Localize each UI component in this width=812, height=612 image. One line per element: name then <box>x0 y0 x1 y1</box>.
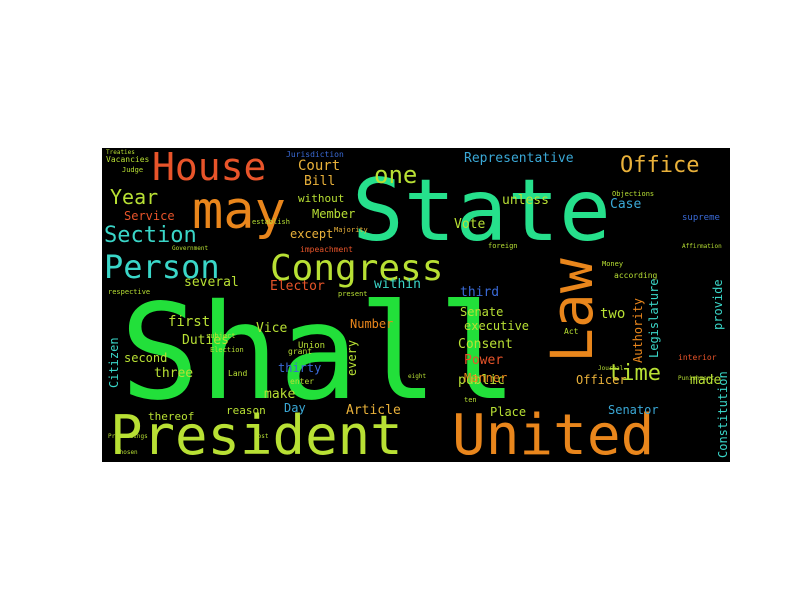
cloud-word-except: except <box>290 227 333 241</box>
cloud-word-first: first <box>168 314 210 330</box>
cloud-word-consent: Consent <box>458 337 513 352</box>
cloud-word-proceedings: Proceedings <box>108 433 148 440</box>
cloud-word-member: Member <box>312 207 355 221</box>
cloud-word-service: Service <box>124 209 175 223</box>
cloud-word-money: Money <box>602 260 623 268</box>
cloud-word-provide: provide <box>711 279 725 330</box>
cloud-word-elector: Elector <box>270 279 325 294</box>
cloud-word-enter: enter <box>290 377 314 386</box>
cloud-word-journal: Journal <box>598 365 624 372</box>
cloud-word-third: third <box>460 285 499 300</box>
word-cloud-background <box>102 148 730 462</box>
cloud-word-union: Union <box>298 341 325 351</box>
cloud-word-land: Land <box>228 369 247 378</box>
cloud-word-shall: Shall <box>120 276 517 430</box>
cloud-word-senate: Senate <box>460 305 503 319</box>
cloud-word-punishment: Punishment <box>678 375 715 382</box>
cloud-word-case: Case <box>610 197 641 212</box>
cloud-word-make: make <box>264 387 295 402</box>
cloud-word-vice: Vice <box>256 321 287 336</box>
cloud-word-eight: eight <box>408 373 426 380</box>
cloud-word-post: post <box>254 433 269 440</box>
cloud-word-section: Section <box>104 223 197 248</box>
cloud-word-one: one <box>374 161 417 189</box>
cloud-word-court: Court <box>298 158 340 174</box>
cloud-word-affirmation: Affirmation <box>682 243 722 250</box>
word-cloud: Shall State United President Congress may Hous… <box>102 148 730 462</box>
cloud-word-supreme: supreme <box>682 213 720 223</box>
cloud-word-grant: grant <box>288 347 312 356</box>
cloud-word-treaties: Treaties <box>106 149 135 156</box>
cloud-word-number: Number <box>350 317 393 331</box>
cloud-word-within: within <box>374 277 421 292</box>
cloud-word-duties: Duties <box>182 333 229 348</box>
cloud-word-interior: interior <box>678 353 717 362</box>
cloud-word-senator: Senator <box>608 403 659 417</box>
word-cloud-svg: Shall State United President Congress mayHous… <box>102 148 730 462</box>
cloud-word-subject: subject <box>206 332 236 340</box>
cloud-word-respective: respective <box>108 288 150 296</box>
cloud-word-majority: Majority <box>334 226 368 234</box>
cloud-word-according: according <box>614 271 658 280</box>
cloud-word-jurisdiction: Jurisdiction <box>286 150 344 159</box>
cloud-word-several: several <box>184 275 239 290</box>
cloud-word-representative: Representative <box>464 151 574 166</box>
cloud-word-person: Person <box>104 248 220 286</box>
cloud-word-public: public <box>458 373 505 388</box>
cloud-word-ten: ten <box>464 396 477 404</box>
cloud-word-government: Government <box>172 245 209 252</box>
cloud-word-every: every <box>345 340 359 376</box>
cloud-word-constitution: Constitution <box>716 371 730 458</box>
cloud-word-citizen: Citizen <box>107 337 121 388</box>
cloud-word-two: two <box>600 306 625 322</box>
cloud-word-law: Law <box>538 258 606 363</box>
cloud-word-bill: Bill <box>304 174 335 189</box>
cloud-word-power: Power <box>464 353 503 368</box>
cloud-word-president: President <box>110 404 403 462</box>
cloud-word-unless: unless <box>502 193 549 208</box>
cloud-word-act: Act <box>564 327 579 336</box>
cloud-word-present: present <box>338 290 368 298</box>
cloud-word-vote: Vote <box>454 217 485 232</box>
cloud-word-office: Office <box>620 153 699 178</box>
cloud-word-time: time <box>608 361 661 386</box>
cloud-word-vacancies: Vacancies <box>106 155 150 164</box>
cloud-word-made: made <box>690 373 721 388</box>
cloud-word-congress: Congress <box>270 248 443 289</box>
cloud-word-impeachment: impeachment <box>300 245 353 254</box>
cloud-word-second: second <box>124 351 167 365</box>
cloud-word-legislature: Legislature <box>647 279 661 358</box>
cloud-word-executive: executive <box>464 319 529 333</box>
cloud-word-house: House <box>152 148 266 189</box>
cloud-word-without: without <box>298 192 344 205</box>
cloud-word-year: Year <box>110 185 158 209</box>
cloud-word-thirty: thirty <box>278 361 321 375</box>
cloud-word-united: United <box>452 403 654 462</box>
cloud-word-foreign: foreign <box>488 242 518 250</box>
cloud-word-manner: Manner <box>464 371 507 385</box>
cloud-word-may: may <box>192 181 286 241</box>
cloud-word-day: Day <box>284 401 306 415</box>
cloud-word-judge: Judge <box>122 166 143 174</box>
cloud-word-election: Election <box>210 346 244 354</box>
cloud-word-establish: establish <box>252 218 290 226</box>
cloud-word-three: three <box>154 366 193 381</box>
cloud-word-place: Place <box>490 405 526 419</box>
cloud-word-officer: Officer <box>576 373 627 387</box>
cloud-word-chosen: chosen <box>116 449 138 456</box>
cloud-word-state: State <box>352 161 611 261</box>
cloud-word-thereof: thereof <box>148 410 194 423</box>
cloud-word-article: Article <box>346 403 401 418</box>
cloud-word-reason: reason <box>226 404 266 417</box>
cloud-word-objections: Objections <box>612 190 654 198</box>
cloud-word-authority: Authority <box>631 298 645 363</box>
